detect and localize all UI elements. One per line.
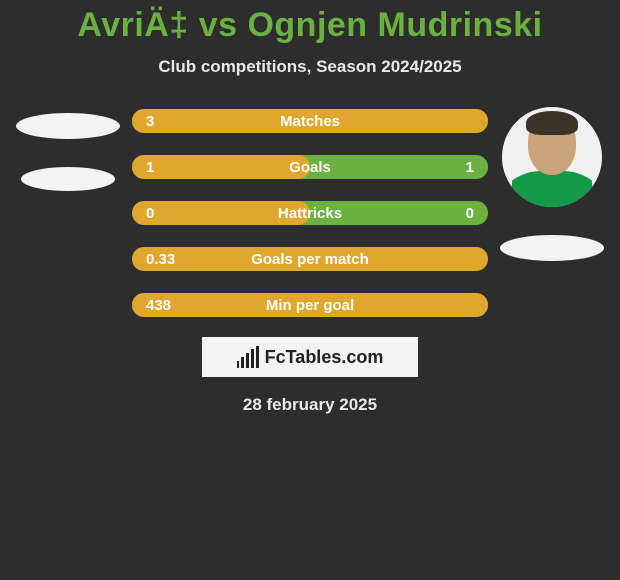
brand-badge: FcTables.com [202, 337, 418, 377]
page-subtitle: Club competitions, Season 2024/2025 [0, 57, 620, 77]
stat-value-right: 1 [426, 159, 488, 176]
stat-label: Goals per match [194, 251, 426, 268]
stat-bar: 1Goals1 [132, 155, 488, 179]
player-left-avatar-placeholder-bottom [21, 167, 115, 191]
stat-value-left: 0 [132, 205, 194, 222]
stat-value-left: 438 [132, 297, 194, 314]
stat-value-left: 0.33 [132, 251, 194, 268]
stat-bar: 3Matches [132, 109, 488, 133]
bars-icon [237, 346, 259, 368]
stat-bar: 0Hattricks0 [132, 201, 488, 225]
main-row: 3Matches 1Goals1 0Hattricks0 0.33Goals per … [0, 107, 620, 317]
stat-bars: 3Matches 1Goals1 0Hattricks0 0.33Goals per … [128, 109, 492, 317]
stat-bar: 0.33Goals per match [132, 247, 488, 271]
player-right-avatar [502, 107, 602, 207]
stat-value-left: 1 [132, 159, 194, 176]
player-left-avatar-placeholder-top [16, 113, 120, 139]
stat-bar: 438Min per goal [132, 293, 488, 317]
player-right-col [492, 107, 612, 261]
stat-label: Hattricks [194, 205, 426, 222]
footer: FcTables.com 28 february 2025 [0, 337, 620, 415]
stat-value-right: 0 [426, 205, 488, 222]
comparison-card: AvriÄ‡ vs Ognjen Mudrinski Club competit… [0, 0, 620, 415]
stat-value-left: 3 [132, 113, 194, 130]
brand-text: FcTables.com [265, 347, 384, 368]
player-right-name-placeholder [500, 235, 604, 261]
stat-label: Goals [194, 159, 426, 176]
footer-date: 28 february 2025 [243, 395, 377, 415]
stat-label: Min per goal [194, 297, 426, 314]
player-left-col [8, 107, 128, 191]
stat-label: Matches [194, 113, 426, 130]
page-title: AvriÄ‡ vs Ognjen Mudrinski [0, 6, 620, 45]
player-right-photo [502, 107, 602, 207]
